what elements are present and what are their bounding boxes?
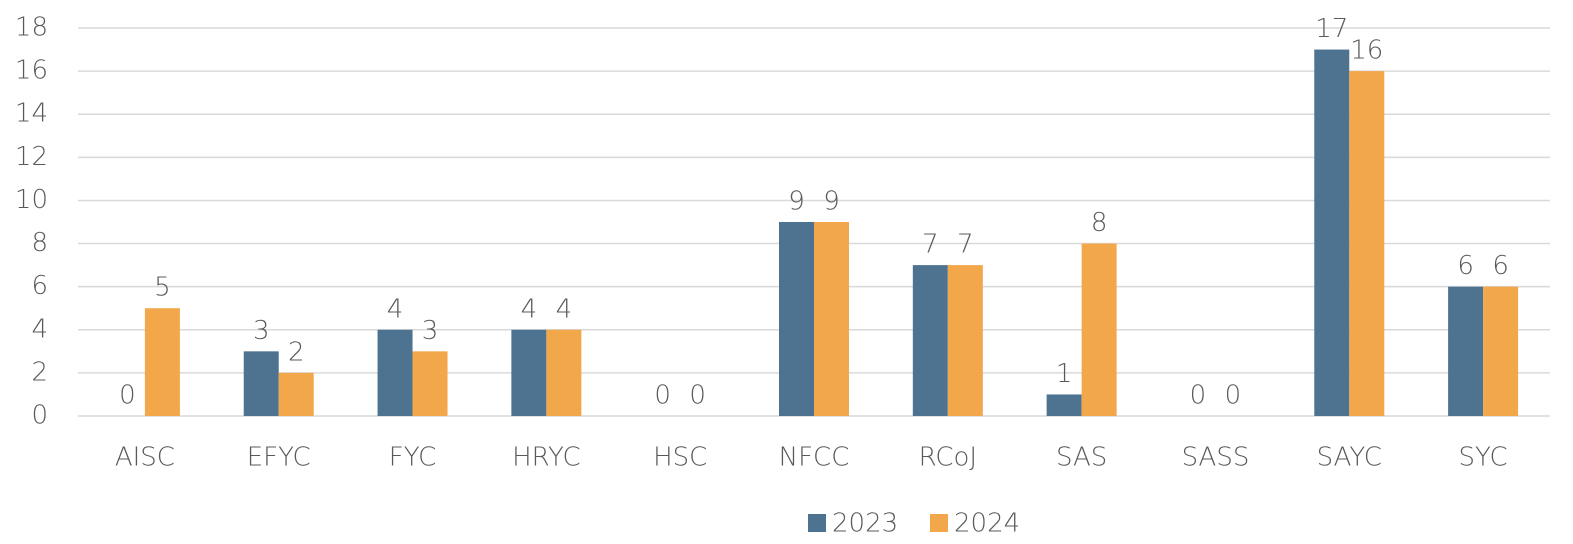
y-tick-label: 0 bbox=[31, 401, 48, 431]
data-label: 3 bbox=[253, 316, 270, 346]
x-tick-label: HRYC bbox=[512, 443, 581, 473]
data-label: 9 bbox=[788, 187, 805, 217]
bar bbox=[1046, 394, 1082, 416]
x-tick-label: SAS bbox=[1056, 443, 1107, 473]
bar bbox=[1081, 243, 1117, 416]
data-label: 1 bbox=[1056, 359, 1073, 389]
y-tick-label: 10 bbox=[15, 185, 48, 215]
bar bbox=[779, 222, 814, 416]
bar bbox=[243, 351, 279, 416]
y-tick-label: 8 bbox=[31, 228, 48, 258]
data-label: 7 bbox=[957, 230, 974, 260]
x-tick-label: HSC bbox=[653, 443, 707, 473]
bar bbox=[912, 265, 948, 416]
bar bbox=[1483, 286, 1519, 416]
x-tick-label: SASS bbox=[1182, 443, 1250, 473]
y-tick-label: 16 bbox=[15, 56, 48, 86]
x-tick-label: FYC bbox=[389, 443, 437, 473]
bar bbox=[1349, 71, 1385, 416]
bar bbox=[412, 351, 448, 416]
x-tick-label: AISC bbox=[115, 443, 175, 473]
x-tick-label: RCoJ bbox=[919, 443, 978, 473]
data-label: 8 bbox=[1091, 208, 1108, 238]
bar bbox=[814, 222, 849, 416]
legend-swatch bbox=[930, 514, 948, 532]
y-tick-label: 4 bbox=[31, 314, 48, 344]
legend-label: 2023 bbox=[832, 509, 898, 539]
data-label: 2 bbox=[288, 337, 305, 367]
bar bbox=[377, 329, 413, 416]
y-tick-label: 12 bbox=[15, 142, 48, 172]
x-tick-label: SYC bbox=[1459, 443, 1508, 473]
data-label: 17 bbox=[1315, 14, 1348, 44]
data-label: 0 bbox=[1225, 381, 1242, 411]
data-label: 0 bbox=[1190, 381, 1207, 411]
x-tick-label: EFYC bbox=[247, 443, 311, 473]
bar bbox=[1314, 49, 1350, 417]
y-tick-label: 18 bbox=[15, 13, 48, 43]
bar bbox=[278, 372, 314, 416]
bar bbox=[546, 329, 582, 416]
y-tick-label: 2 bbox=[31, 357, 48, 387]
bar bbox=[947, 265, 983, 416]
data-label: 6 bbox=[1457, 251, 1474, 281]
data-label: 0 bbox=[654, 381, 671, 411]
data-label: 0 bbox=[119, 381, 136, 411]
data-label: 0 bbox=[689, 381, 706, 411]
y-tick-label: 14 bbox=[15, 99, 48, 129]
bar bbox=[1448, 286, 1484, 416]
data-label: 7 bbox=[922, 230, 939, 260]
data-label: 6 bbox=[1492, 251, 1509, 281]
x-tick-label: SAYC bbox=[1317, 443, 1382, 473]
legend-label: 2024 bbox=[954, 509, 1020, 539]
bar bbox=[511, 329, 547, 416]
data-label: 4 bbox=[521, 294, 538, 324]
data-label: 4 bbox=[387, 294, 404, 324]
data-label: 9 bbox=[823, 187, 840, 217]
y-tick-label: 6 bbox=[31, 271, 48, 301]
data-label: 5 bbox=[154, 273, 171, 303]
data-label: 16 bbox=[1350, 36, 1383, 66]
data-label: 3 bbox=[422, 316, 439, 346]
x-tick-label: NFCC bbox=[779, 443, 850, 473]
data-label: 4 bbox=[556, 294, 573, 324]
bar bbox=[144, 308, 180, 416]
legend-swatch bbox=[808, 514, 826, 532]
